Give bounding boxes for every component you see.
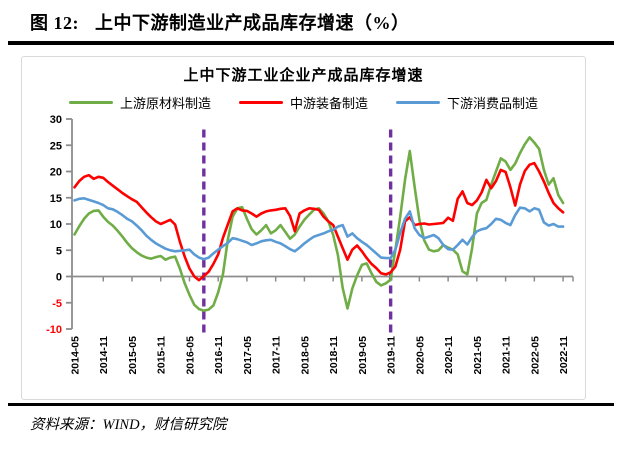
svg-text:20: 20 <box>50 167 62 179</box>
svg-text:2018-11: 2018-11 <box>328 336 340 374</box>
legend-label: 下游消费品制造 <box>447 96 539 111</box>
legend-label: 上游原材料制造 <box>119 96 211 111</box>
upstream-line-swatch <box>68 100 113 105</box>
svg-text:2016-05: 2016-05 <box>184 336 196 375</box>
svg-text:2021-05: 2021-05 <box>472 336 484 375</box>
legend-label: 中游装备制造 <box>289 96 368 111</box>
svg-text:2022-11: 2022-11 <box>558 336 570 374</box>
svg-text:-10: -10 <box>46 324 62 336</box>
chart-legend: 上游原材料制造 中游装备制造 下游消费品制造 <box>22 93 585 112</box>
chart-title: 上中下游工业企业产成品库存增速 <box>183 67 424 84</box>
svg-text:2019-11: 2019-11 <box>386 336 398 374</box>
svg-text:2017-11: 2017-11 <box>271 336 283 374</box>
legend-item-downstream: 下游消费品制造 <box>396 93 538 112</box>
svg-text:15: 15 <box>50 193 62 205</box>
svg-text:0: 0 <box>56 272 62 284</box>
svg-text:2021-11: 2021-11 <box>501 336 513 374</box>
svg-text:2018-05: 2018-05 <box>299 336 311 375</box>
chart-frame: 上中下游工业企业产成品库存增速 上游原材料制造 中游装备制造 下游消费品制造 3… <box>21 56 586 400</box>
plot-svg: 30 25 20 15 10 5 0 -5 -10 2014-05 2014-11 2015-05 20… <box>46 114 574 375</box>
source-note: 资料来源：WIND，财信研究院 <box>30 417 227 433</box>
svg-text:30: 30 <box>50 114 62 126</box>
svg-text:-5: -5 <box>52 298 62 310</box>
figure-caption: 图 12: 上中下游制造业产成品库存增速（%） <box>30 9 410 35</box>
svg-text:5: 5 <box>56 245 62 257</box>
svg-text:2020-05: 2020-05 <box>414 336 426 375</box>
svg-text:2017-05: 2017-05 <box>242 336 254 375</box>
svg-text:2016-11: 2016-11 <box>213 336 225 374</box>
caption-divider <box>8 41 614 45</box>
svg-text:10: 10 <box>50 219 62 231</box>
figure-number: 图 12: <box>30 13 79 33</box>
svg-text:2015-05: 2015-05 <box>127 336 139 375</box>
svg-text:2020-11: 2020-11 <box>443 336 455 374</box>
svg-text:2022-05: 2022-05 <box>529 336 541 375</box>
legend-item-upstream: 上游原材料制造 <box>68 93 211 112</box>
svg-text:2015-11: 2015-11 <box>156 336 168 374</box>
svg-text:2014-11: 2014-11 <box>98 336 110 374</box>
downstream-line-swatch <box>396 100 440 105</box>
svg-text:25: 25 <box>50 140 62 152</box>
svg-text:2019-05: 2019-05 <box>357 336 369 375</box>
svg-text:2014-05: 2014-05 <box>70 336 82 375</box>
legend-item-midstream: 中游装备制造 <box>238 93 368 112</box>
figure-title: 上中下游制造业产成品库存增速（%） <box>95 13 410 33</box>
footer-divider <box>8 402 614 406</box>
midstream-line-swatch <box>238 100 283 105</box>
